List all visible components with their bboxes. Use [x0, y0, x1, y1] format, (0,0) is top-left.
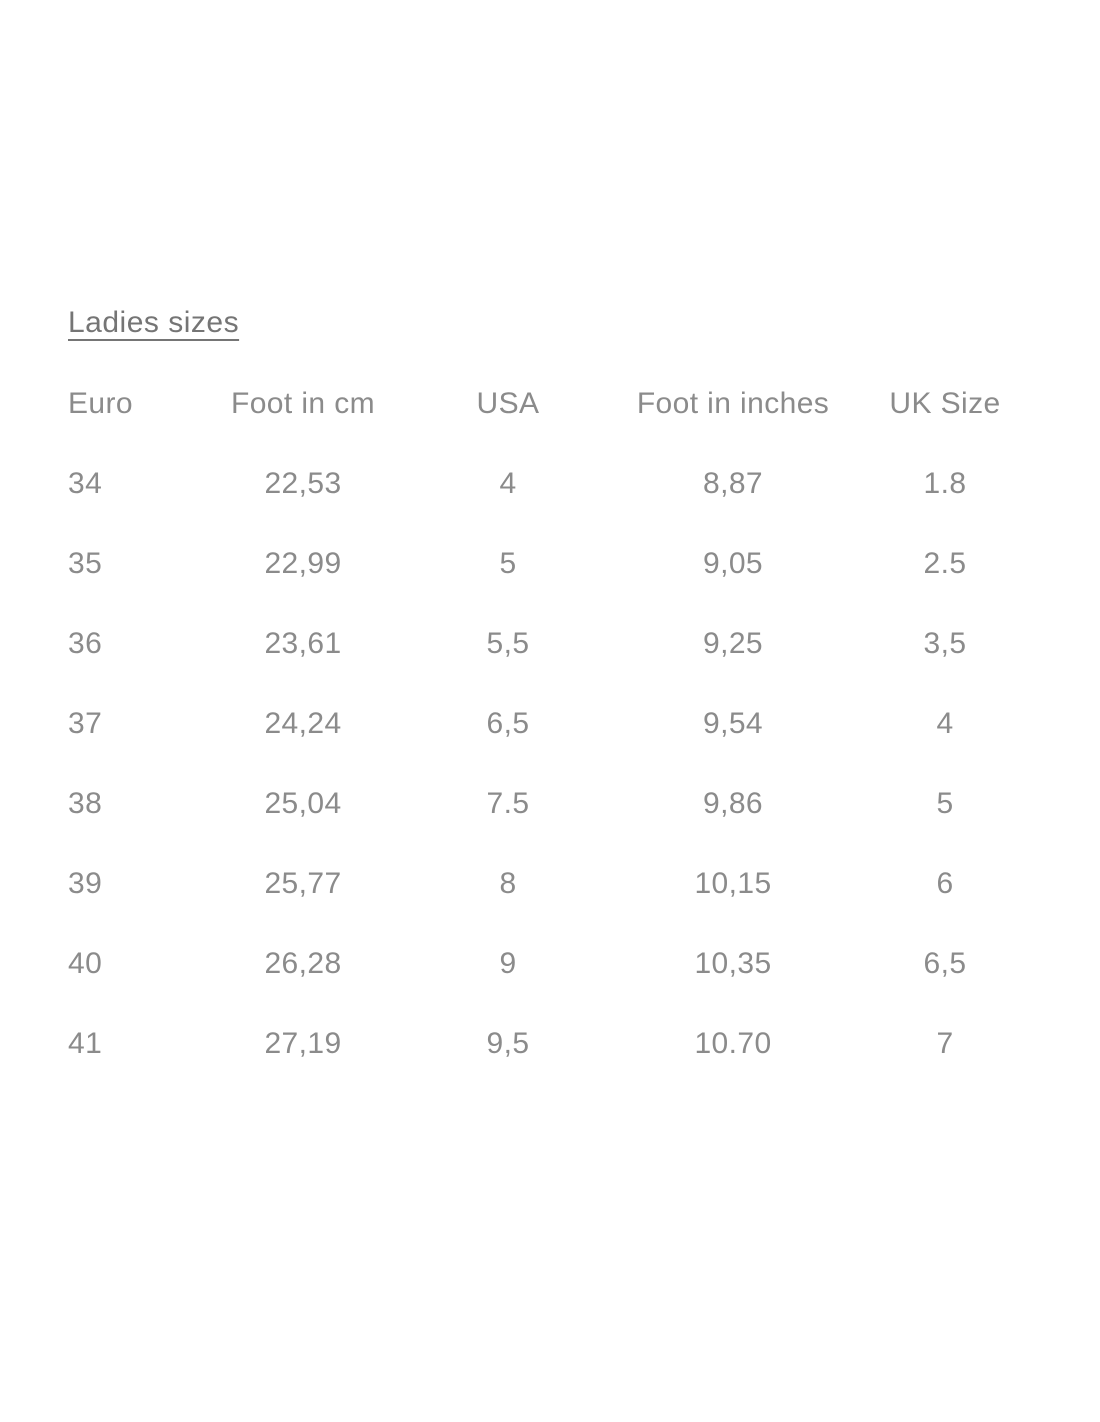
foot-inches-cell: 10.70 — [694, 1027, 772, 1060]
foot-cm-cell: 24,24 — [264, 707, 342, 740]
column-header-euro: Euro — [68, 387, 133, 420]
table-row: 39 25,77 8 10,15 6 — [68, 844, 1032, 924]
uk-size-cell: 3,5 — [923, 627, 967, 660]
euro-size-cell: 34 — [68, 467, 103, 500]
table-row: 34 22,53 4 8,87 1.8 — [68, 444, 1032, 524]
euro-size-cell: 39 — [68, 867, 103, 900]
foot-inches-cell: 9,05 — [703, 547, 763, 580]
euro-size-cell: 36 — [68, 627, 103, 660]
column-header-usa: USA — [476, 387, 540, 420]
usa-size-cell: 5,5 — [486, 627, 530, 660]
foot-inches-cell: 10,15 — [694, 867, 772, 900]
column-header-uk-size: UK Size — [889, 387, 1001, 420]
uk-size-cell: 2.5 — [923, 547, 967, 580]
table-row: 37 24,24 6,5 9,54 4 — [68, 684, 1032, 764]
usa-size-cell: 5 — [499, 547, 517, 580]
foot-cm-cell: 25,04 — [264, 787, 342, 820]
usa-size-cell: 9,5 — [486, 1027, 530, 1060]
euro-size-cell: 35 — [68, 547, 103, 580]
usa-size-cell: 8 — [499, 867, 517, 900]
usa-size-cell: 4 — [499, 467, 517, 500]
table-row: 41 27,19 9,5 10.70 7 — [68, 1004, 1032, 1084]
table-row: 36 23,61 5,5 9,25 3,5 — [68, 604, 1032, 684]
uk-size-cell: 4 — [936, 707, 954, 740]
usa-size-cell: 9 — [499, 947, 517, 980]
foot-inches-cell: 9,54 — [703, 707, 763, 740]
uk-size-cell: 6,5 — [923, 947, 967, 980]
foot-cm-cell: 22,53 — [264, 467, 342, 500]
size-chart-title: Ladies sizes — [68, 306, 240, 339]
uk-size-cell: 6 — [936, 867, 954, 900]
header-row: Euro Foot in cm USA Foot in inches UK Si… — [68, 364, 1032, 444]
euro-size-cell: 38 — [68, 787, 103, 820]
usa-size-cell: 6,5 — [486, 707, 530, 740]
column-header-foot-inches: Foot in inches — [636, 387, 830, 420]
table-row: 40 26,28 9 10,35 6,5 — [68, 924, 1032, 1004]
foot-cm-cell: 27,19 — [264, 1027, 342, 1060]
uk-size-cell: 1.8 — [923, 467, 967, 500]
foot-cm-cell: 23,61 — [264, 627, 342, 660]
title-wrap: Ladies sizes — [68, 308, 1032, 364]
foot-inches-cell: 9,86 — [703, 787, 763, 820]
euro-size-cell: 37 — [68, 707, 103, 740]
usa-size-cell: 7.5 — [486, 787, 530, 820]
euro-size-cell: 40 — [68, 947, 103, 980]
size-chart-table: Euro Foot in cm USA Foot in inches UK Si… — [68, 364, 1032, 1084]
uk-size-cell: 7 — [936, 1027, 954, 1060]
foot-cm-cell: 22,99 — [264, 547, 342, 580]
column-header-foot-cm: Foot in cm — [230, 387, 376, 420]
foot-inches-cell: 8,87 — [703, 467, 763, 500]
foot-cm-cell: 25,77 — [264, 867, 342, 900]
foot-inches-cell: 9,25 — [703, 627, 763, 660]
euro-size-cell: 41 — [68, 1027, 103, 1060]
table-row: 38 25,04 7.5 9,86 5 — [68, 764, 1032, 844]
uk-size-cell: 5 — [936, 787, 954, 820]
foot-cm-cell: 26,28 — [264, 947, 342, 980]
foot-inches-cell: 10,35 — [694, 947, 772, 980]
table-row: 35 22,99 5 9,05 2.5 — [68, 524, 1032, 604]
